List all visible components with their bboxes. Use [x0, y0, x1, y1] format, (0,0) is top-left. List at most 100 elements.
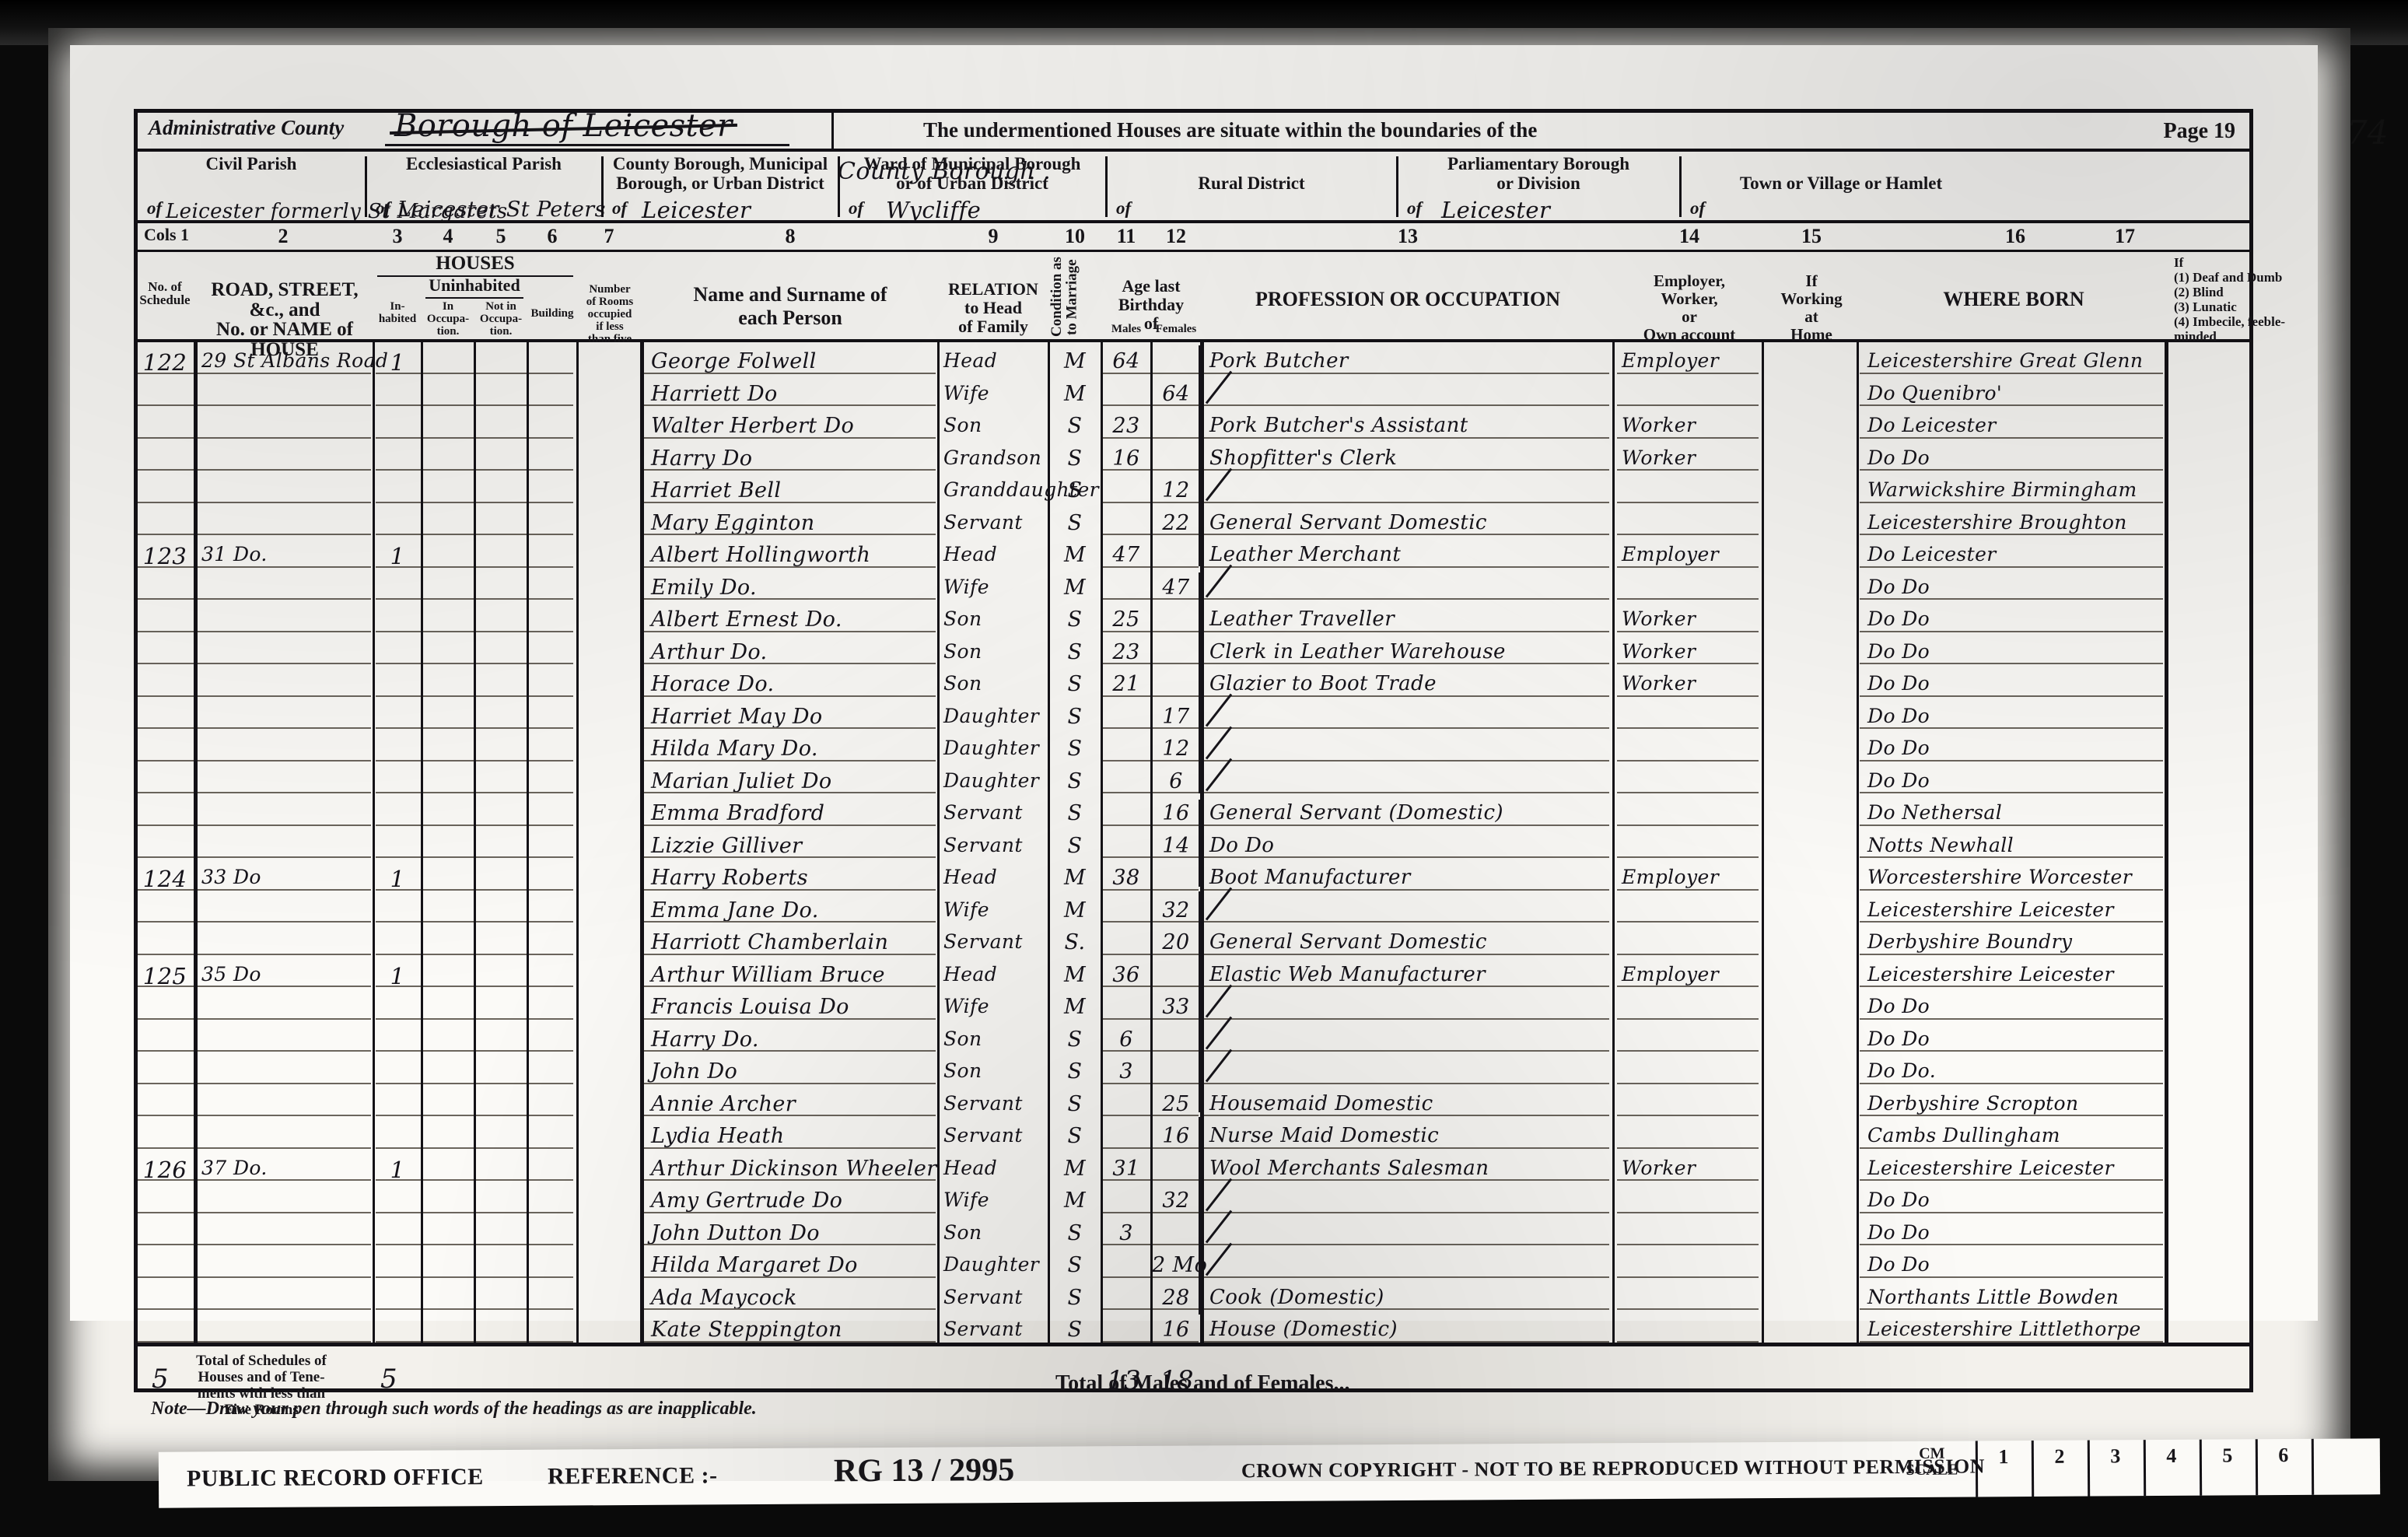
- table-row[interactable]: Ada Maycock Servant S 28 Cook (Domestic) Nort…: [138, 342, 2249, 1310]
- cell-age_m: 23: [1112, 414, 1140, 438]
- coltitle-infirmity: If (1) Deaf and Dumb (2) Blind (3) Lunat…: [2174, 255, 2286, 344]
- cell-condition: S: [1067, 478, 1083, 502]
- table-row[interactable]: Marian Juliet Do Daughter S 6 Do Do: [138, 342, 2249, 793]
- pro-reference-value: RG 13 / 2995: [833, 1452, 1015, 1490]
- table-row[interactable]: Arthur Do. Son S 23 Clerk in Leather Warehou…: [138, 342, 2249, 664]
- cell-occupation: Clerk in Leather Warehouse: [1209, 639, 1506, 663]
- cell-condition: S: [1067, 1027, 1083, 1052]
- table-row[interactable]: 126 37 Do. 1 Arthur Dickinson Wheeler Head M 3…: [138, 342, 2249, 1183]
- cell-condition: S: [1067, 833, 1083, 858]
- cm-tick-rule: [2311, 1438, 2315, 1495]
- cell-schedule: 126: [142, 1156, 187, 1183]
- table-row[interactable]: Hilda Mary Do. Daughter S 12 Do Do: [138, 342, 2249, 761]
- place-town-village: Town or Village or Hamlet of: [1690, 173, 1943, 218]
- cell-condition: M: [1063, 898, 1087, 923]
- cell-relation: Daughter: [943, 737, 1040, 759]
- cell-relation: Wife: [943, 381, 989, 404]
- cell-age_m: 6: [1119, 1027, 1133, 1052]
- cell-birthplace: Derbyshire Boundry: [1867, 930, 2073, 953]
- cell-occupation: Boot Manufacturer: [1209, 866, 1411, 889]
- table-row[interactable]: Emma Bradford Servant S 16 General Servant (…: [138, 342, 2249, 825]
- cell-occupation: Leather Traveller: [1209, 607, 1395, 631]
- colnum-15: 15: [1801, 225, 1822, 247]
- table-row[interactable]: Lydia Heath Servant S 16 Nurse Maid Domestic…: [138, 342, 2249, 1148]
- table-row[interactable]: Walter Herbert Do Son S 23 Pork Butcher's As…: [138, 342, 2249, 438]
- cell-birthplace: Do Leicester: [1867, 414, 1997, 436]
- cell-age_m: 3: [1119, 1220, 1133, 1245]
- table-row[interactable]: John Do Son S 3 Do Do.: [138, 342, 2249, 1084]
- table-row[interactable]: Mary Egginton Servant S 22 General Servant D…: [138, 342, 2249, 535]
- cell-employer: Worker: [1622, 672, 1696, 695]
- county-borough-value: Leicester: [642, 197, 751, 223]
- pro-footer-strip: PUBLIC RECORD OFFICE REFERENCE :- RG 13 …: [158, 1438, 2381, 1508]
- table-row[interactable]: Emily Do. Wife M 47 Do Do: [138, 342, 2249, 600]
- table-row[interactable]: Harriett Do Wife M 64 Do Quenibro': [138, 342, 2249, 406]
- pen-stroke: [1205, 1210, 1233, 1244]
- place-header-band: County Borough . Civil Parish of Leicest…: [138, 152, 2249, 223]
- cm-tick-rule: [2031, 1440, 2035, 1497]
- table-row[interactable]: Harriott Chamberlain Servant S. 20 General S…: [138, 342, 2249, 954]
- cell-relation: Head: [943, 962, 998, 986]
- cell-schedule: 122: [142, 349, 187, 376]
- table-row[interactable]: Harriet May Do Daughter S 17 Do Do: [138, 342, 2249, 729]
- cell-relation: Wife: [943, 575, 989, 598]
- ecclesiastical-parish-value: Leicester St Peters: [397, 198, 606, 222]
- cell-name: Lydia Heath: [651, 1124, 785, 1148]
- cell-birthplace: Do Quenibro': [1867, 381, 2003, 404]
- cell-name: Lizzie Gilliver: [651, 833, 803, 858]
- cell-employer: Employer: [1622, 543, 1720, 565]
- table-row[interactable]: Harry Do Grandson S 16 Shopfitter's Clerk Wor…: [138, 342, 2249, 471]
- column-title-strip: No. of Schedule ROAD, STREET, &c., and N…: [138, 252, 2285, 359]
- table-row[interactable]: Albert Ernest Do. Son S 25 Leather Traveller…: [138, 342, 2249, 632]
- table-row[interactable]: Emma Jane Do. Wife M 32 Leicestershire Leice…: [138, 342, 2249, 923]
- colnum-8: 8: [785, 225, 796, 247]
- cell-condition: M: [1063, 1189, 1087, 1213]
- table-row[interactable]: 123 31 Do. 1 Albert Hollingworth Head M 47 Leat…: [138, 342, 2249, 569]
- cell-occupation: Pork Butcher: [1209, 349, 1349, 373]
- cell-relation: Servant: [943, 1285, 1023, 1308]
- cell-address: 37 Do.: [201, 1156, 268, 1179]
- coltitle-rooms: Number of Rooms occupied if less than fi…: [586, 283, 634, 345]
- cell-birthplace: Do Do: [1867, 704, 1930, 727]
- cell-schedule: 124: [142, 866, 187, 892]
- table-row[interactable]: Amy Gertrude Do Wife M 32 Do Do: [138, 342, 2249, 1213]
- table-row[interactable]: Annie Archer Servant S 25 Housemaid Domestic…: [138, 342, 2249, 1116]
- coltitle-home: If Working at Home: [1780, 271, 1843, 344]
- table-row[interactable]: Kate Steppington Servant S 16 House (Domesti…: [138, 342, 2249, 1342]
- archive-page-number-value: 74: [2347, 114, 2389, 152]
- form-headline: Administrative County Borough of Leicest…: [138, 108, 2249, 152]
- colnum-6: 6: [547, 225, 558, 247]
- table-row[interactable]: Harry Do. Son S 6 Do Do: [138, 342, 2249, 1052]
- table-row[interactable]: 124 33 Do 1 Harry Roberts Head M 38 Boot Manufa…: [138, 342, 2249, 892]
- cell-birthplace: Do Do: [1867, 575, 1930, 598]
- cell-birthplace: Worcestershire Worcester: [1867, 866, 2133, 888]
- cell-birthplace: Derbyshire Scropton: [1867, 1091, 2079, 1115]
- table-row[interactable]: John Dutton Do Son S 3 Do Do: [138, 342, 2249, 1245]
- cell-name: Albert Ernest Do.: [651, 607, 842, 632]
- pen-stroke: [1205, 984, 1233, 1017]
- cell-inhabited: 1: [390, 349, 405, 376]
- place-civil-parish: Civil Parish of Leicester formerly St Ma…: [147, 154, 508, 223]
- cell-name: Harriet Bell: [651, 478, 782, 502]
- colnum-11: 11: [1116, 225, 1136, 247]
- table-row[interactable]: Hilda Margaret Do Daughter S 2 Mo Do Do: [138, 342, 2249, 1277]
- cell-occupation: General Servant (Domestic): [1209, 801, 1503, 825]
- cell-name: Harry Do: [651, 446, 753, 471]
- column-number-strip: Cols 1 2 3 4 5 6 7 8 9 10 11 12 13 14 15…: [138, 223, 2249, 252]
- table-row[interactable]: Horace Do. Son S 21 Glazier to Boot Trade Wor…: [138, 342, 2249, 696]
- cell-age_f: 16: [1162, 1124, 1190, 1148]
- pen-strike: [1199, 800, 1202, 887]
- colnum-5: 5: [495, 225, 506, 247]
- table-row[interactable]: 125 35 Do 1 Arthur William Bruce Head M 36 Elas…: [138, 342, 2249, 989]
- pen-stroke: [1205, 1242, 1233, 1276]
- table-row[interactable]: Francis Louisa Do Wife M 33 Do Do: [138, 342, 2249, 1019]
- cell-employer: Worker: [1622, 446, 1696, 469]
- cell-birthplace: Do Do: [1867, 1189, 1930, 1211]
- colnum-14: 14: [1679, 225, 1699, 247]
- table-row[interactable]: 122 29 St Albans Road 1 George Folwell Head M…: [138, 342, 2249, 376]
- cell-age_f: 6: [1169, 768, 1183, 793]
- table-row[interactable]: Lizzie Gilliver Servant S 14 Do Do Notts Newh…: [138, 342, 2249, 858]
- colnum-10: 10: [1065, 225, 1085, 247]
- cell-inhabited: 1: [390, 866, 405, 892]
- table-row[interactable]: Harriet Bell Granddaughter S 12 Warwickshire…: [138, 342, 2249, 502]
